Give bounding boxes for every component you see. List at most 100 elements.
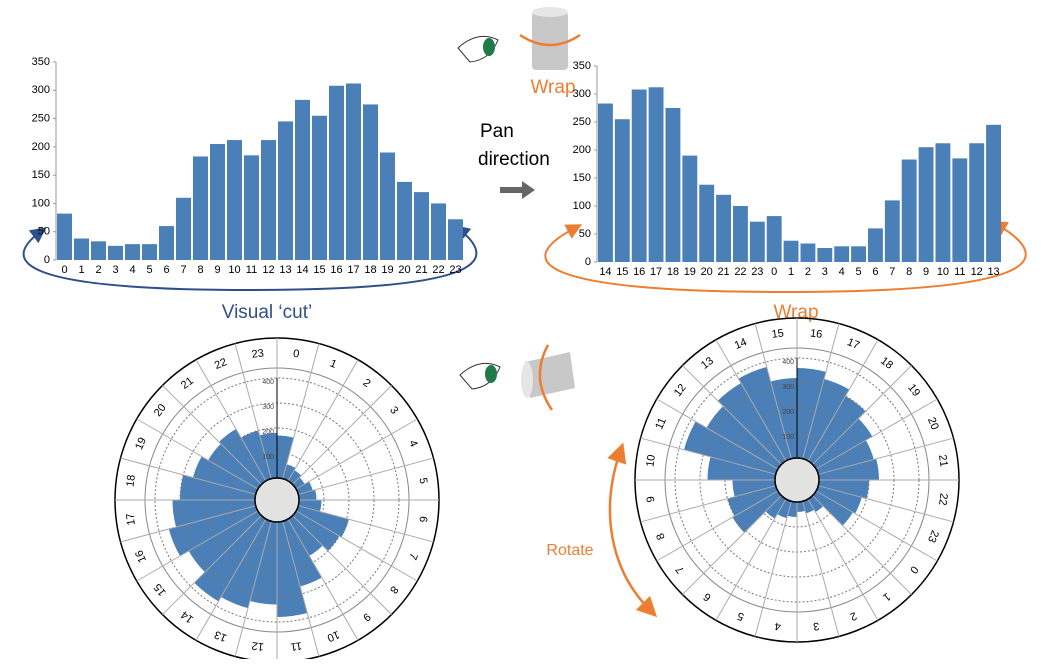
polar-bar (241, 430, 272, 481)
polar-bar (259, 433, 277, 479)
category-label: 21 (936, 454, 949, 468)
y-tick-label: 350 (32, 56, 50, 68)
x-tick-label: 20 (701, 266, 713, 278)
category-label: 11 (653, 416, 668, 431)
spoke (715, 498, 787, 621)
polar-bar (727, 485, 778, 516)
bar (986, 124, 1001, 262)
polar-bar (282, 519, 322, 587)
category-label: 20 (925, 416, 941, 432)
spoke (298, 505, 434, 543)
category-label: 3 (812, 619, 820, 632)
x-tick-label: 3 (822, 266, 828, 278)
wrap-cut-arrow (22, 224, 478, 292)
x-tick-label: 12 (971, 266, 983, 278)
category-label: 6 (701, 590, 713, 603)
x-tick-label: 19 (381, 264, 393, 276)
x-tick-label: 21 (415, 264, 427, 276)
wrap-arrow (544, 220, 1027, 294)
category-label: 16 (133, 548, 149, 564)
category-label: 9 (360, 610, 372, 623)
spoke (298, 457, 434, 495)
x-tick-label: 1 (78, 264, 84, 276)
category-label: 18 (878, 355, 895, 372)
x-tick-label: 13 (279, 264, 291, 276)
polar-bar (816, 485, 862, 514)
category-label: 4 (406, 439, 419, 449)
bar (193, 156, 208, 260)
spoke (195, 518, 267, 641)
category-label: 11 (290, 639, 303, 652)
spoke (807, 339, 879, 462)
category-label: 5 (736, 609, 746, 622)
x-tick-label: 13 (987, 266, 999, 278)
spoke (234, 521, 272, 657)
category-label: 18 (124, 474, 137, 488)
y-tick-label: 250 (573, 116, 591, 128)
x-tick-label: 16 (330, 264, 342, 276)
polar-bar (818, 480, 869, 499)
polar-bar (208, 443, 262, 489)
category-label: 6 (416, 515, 429, 523)
x-tick-label: 15 (616, 266, 628, 278)
category-label: 2 (360, 377, 372, 390)
bar (783, 240, 799, 262)
category-label: 14 (733, 336, 749, 352)
category-label: 5 (416, 477, 429, 485)
hole (774, 457, 820, 503)
polar-bar (288, 470, 302, 485)
x-tick-label: 9 (214, 264, 220, 276)
polar-bar (706, 406, 782, 469)
polar-bar (808, 395, 866, 465)
x-tick-label: 2 (805, 266, 811, 278)
hole (254, 477, 300, 523)
category-label: 7 (406, 551, 419, 561)
category-label: 12 (672, 382, 689, 399)
category-label: 3 (387, 404, 400, 416)
category-label: 2 (848, 609, 858, 622)
spoke (640, 437, 776, 475)
polar-bar (172, 500, 256, 528)
spoke (807, 498, 879, 621)
bar (716, 194, 731, 262)
x-tick-label: 6 (872, 266, 878, 278)
bar (91, 241, 106, 260)
bar (74, 238, 89, 260)
bar (380, 152, 395, 260)
x-tick-label: 22 (432, 264, 444, 276)
x-tick-label: 17 (347, 264, 359, 276)
x-tick-label: 7 (889, 266, 895, 278)
category-label: 17 (845, 336, 861, 352)
polar-bar (802, 379, 850, 461)
y-tick-label: 50 (579, 228, 591, 240)
category-label: 19 (905, 382, 922, 399)
cylinder-icon (519, 7, 581, 411)
category-label: 10 (325, 628, 341, 644)
polar-bar (802, 499, 815, 514)
spoke (282, 521, 320, 657)
bar (682, 155, 698, 262)
category-label: 19 (133, 436, 149, 452)
x-tick-label: 5 (856, 266, 862, 278)
spoke (292, 515, 392, 615)
bar (227, 140, 242, 260)
spoke (120, 457, 256, 495)
x-tick-label: 21 (717, 266, 729, 278)
polar-bar (770, 378, 797, 459)
category-label: 7 (674, 563, 687, 575)
category-label: 8 (654, 531, 667, 541)
radial-tick-label: 100 (262, 454, 274, 461)
bar (414, 192, 429, 260)
y-tick-label: 0 (585, 256, 591, 268)
category-label: 15 (152, 581, 169, 598)
polar-bar (808, 495, 824, 513)
spoke (640, 485, 776, 523)
category-label: 0 (292, 348, 300, 361)
x-tick-label: 7 (180, 264, 186, 276)
spoke (120, 505, 256, 543)
bar (935, 143, 951, 262)
annotation: Wrap (530, 77, 575, 98)
spoke (292, 385, 392, 485)
bar (346, 83, 361, 260)
